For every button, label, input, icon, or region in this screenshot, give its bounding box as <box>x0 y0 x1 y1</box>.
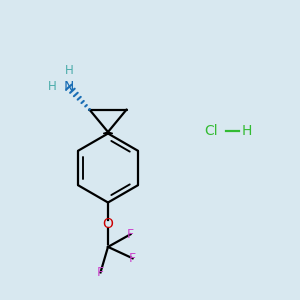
Text: H: H <box>48 80 57 94</box>
Text: F: F <box>129 252 136 265</box>
Text: Cl: Cl <box>204 124 218 137</box>
Text: H: H <box>64 64 74 77</box>
Text: H: H <box>242 124 252 137</box>
Polygon shape <box>103 132 113 134</box>
Text: N: N <box>64 80 74 94</box>
Text: O: O <box>103 217 113 230</box>
Text: F: F <box>97 266 104 279</box>
Text: F: F <box>127 228 134 241</box>
